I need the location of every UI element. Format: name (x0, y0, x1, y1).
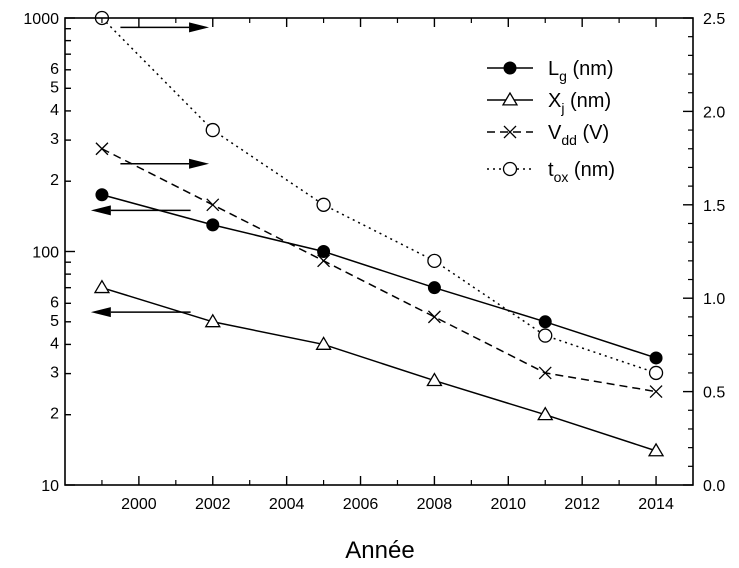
legend-item-Vdd: Vdd (V) (487, 122, 609, 148)
legend-label: Vdd (V) (548, 122, 609, 148)
data-point-tox (205, 122, 220, 138)
legend-label: tox (nm) (548, 159, 615, 185)
legend-label: Xj (nm) (548, 90, 611, 116)
data-point-tox (427, 253, 442, 268)
series-line-Xj (101, 286, 657, 452)
y-left-tick-label: 3 (50, 131, 59, 148)
data-point-Xj (315, 336, 332, 350)
y-right-tick-label: 0.5 (703, 385, 725, 402)
y-right-tick-label: 1.5 (703, 198, 725, 215)
y-left-tick-label: 6 (50, 294, 59, 311)
data-point-Vdd-stroke (538, 366, 552, 380)
legend-marker (503, 125, 517, 139)
y-left-tick-label: 3 (50, 365, 59, 382)
annotation-arrow-head (90, 205, 111, 216)
series-line-Lg (101, 194, 657, 359)
x-tick-label: 2014 (638, 496, 674, 513)
data-point-Lg (649, 351, 663, 365)
legend-label: Lg (nm) (548, 58, 614, 84)
x-tick-label: 2002 (195, 496, 231, 513)
x-tick-label: 2010 (490, 496, 526, 513)
y-left-tick-label: 5 (50, 79, 59, 96)
x-tick-label: 2012 (564, 496, 600, 513)
legend-item-Lg: Lg (nm) (487, 58, 614, 84)
data-point-Vdd-stroke (206, 198, 220, 212)
y-left-tick-label: 4 (50, 102, 59, 119)
legend-item-tox: tox (nm) (487, 159, 615, 185)
data-point-Vdd-stroke (95, 142, 109, 156)
data-point-Lg (317, 245, 331, 258)
legend: Lg (nm) Xj (nm) Vdd (V) tox (nm) (487, 58, 615, 185)
data-point-Vdd (427, 310, 441, 324)
legend-marker (501, 91, 519, 106)
y-right-tick-label: 2.0 (703, 104, 725, 121)
plot-frame (64, 17, 694, 486)
data-point-Xj (537, 406, 554, 421)
y-left-tick-label: 5 (50, 313, 59, 330)
legend-item-Xj: Xj (nm) (487, 90, 611, 116)
y-right-tick-label: 1.0 (703, 291, 725, 308)
y-left-tick-label: 2 (50, 406, 59, 423)
y-left-tick-label: 4 (50, 335, 59, 352)
legend-marker-stroke (503, 125, 517, 139)
y-left-tick-label: 10 (41, 478, 59, 495)
annotation-arrow-head (189, 158, 210, 169)
data-point-Xj (426, 372, 443, 387)
x-tick-label: 2000 (121, 496, 157, 513)
annotation-arrow-head (189, 22, 210, 33)
data-point-Vdd (95, 142, 109, 156)
data-point-Xj (93, 279, 111, 294)
y-left-tick-label: 6 (50, 61, 59, 78)
data-point-Lg (95, 188, 109, 202)
annotation-arrows (90, 22, 210, 318)
axes: 2000 2002 2004 2006 2008 2010 2012 201410234561… (23, 11, 725, 513)
data-point-tox (316, 197, 331, 212)
x-tick-label: 2006 (343, 496, 379, 513)
x-tick-label: 2008 (417, 496, 453, 513)
legend-marker (502, 161, 518, 177)
y-left-tick-label: 2 (50, 172, 59, 189)
data-point-Xj (204, 313, 221, 328)
data-point-Vdd (317, 254, 331, 268)
legend-marker (503, 61, 517, 75)
data-point-Vdd (206, 198, 220, 212)
data-point-Vdd (649, 385, 663, 399)
x-tick-label: 2004 (269, 496, 305, 513)
data-point-Lg (538, 315, 552, 329)
data-point-Lg (427, 281, 441, 295)
y-left-tick-label: 100 (32, 245, 59, 262)
data-point-tox (538, 328, 553, 343)
annotation-arrow-head (90, 307, 111, 318)
y-right-tick-label: 0.0 (703, 478, 725, 495)
y-left-tick-label: 1000 (23, 11, 59, 28)
data-point-Vdd-stroke (317, 254, 331, 268)
data-point-Vdd (538, 366, 552, 380)
data-point-tox (648, 365, 664, 381)
series-layer (93, 10, 665, 457)
data-point-Lg (206, 218, 220, 232)
x-axis-title: Année (345, 537, 414, 564)
data-point-Vdd-stroke (649, 385, 663, 399)
data-point-Vdd-stroke (427, 310, 441, 324)
y-right-tick-label: 2.5 (703, 11, 725, 28)
data-point-Xj (647, 442, 665, 457)
